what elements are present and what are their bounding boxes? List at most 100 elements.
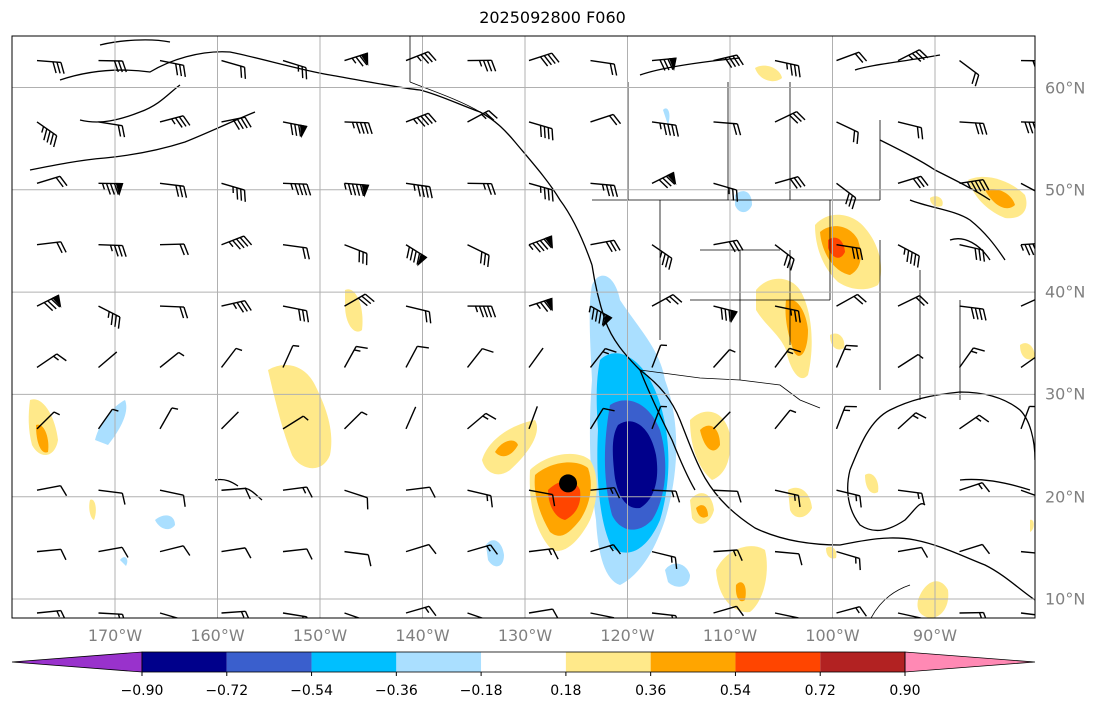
wind-barb bbox=[897, 412, 927, 430]
wind-barb bbox=[897, 175, 929, 189]
wind-barb bbox=[897, 244, 920, 268]
wind-barb bbox=[282, 121, 308, 139]
wind-barb bbox=[1081, 613, 1105, 628]
lon-tick-label: 170°W bbox=[87, 626, 143, 645]
colorbar-bin bbox=[226, 652, 312, 672]
map-title: 2025092800 F060 bbox=[479, 8, 626, 27]
wind-barb bbox=[405, 605, 437, 617]
wind-barb bbox=[774, 612, 801, 618]
wind-barb bbox=[651, 293, 683, 307]
wind-barb bbox=[1079, 122, 1105, 142]
wind-barb bbox=[774, 347, 801, 368]
wind-barb bbox=[344, 293, 375, 307]
wind-barbs bbox=[36, 49, 1105, 628]
wind-barb bbox=[467, 489, 493, 508]
wind-barb bbox=[1083, 407, 1105, 435]
wind-barb bbox=[959, 244, 986, 262]
wind-barb bbox=[590, 486, 621, 499]
wind-barb bbox=[36, 411, 60, 430]
wind-barb bbox=[774, 176, 806, 189]
wind-barb bbox=[98, 612, 127, 618]
wind-barb bbox=[159, 489, 186, 507]
storm-center-marker bbox=[559, 474, 578, 493]
wind-barb bbox=[774, 489, 801, 508]
wind-barb bbox=[651, 244, 673, 270]
wind-barb bbox=[1020, 612, 1035, 617]
wind-barb bbox=[282, 486, 313, 498]
wind-barb bbox=[651, 405, 667, 430]
colorbar-tick-label: −0.72 bbox=[205, 683, 249, 699]
wind-barb bbox=[528, 548, 559, 560]
wind-barb bbox=[1020, 121, 1035, 134]
lat-tick-label: 40°N bbox=[1045, 282, 1086, 302]
wind-barb bbox=[897, 546, 929, 558]
lon-tick-label: 110°W bbox=[702, 626, 758, 645]
wind-barb bbox=[835, 405, 857, 430]
colorbar-bin bbox=[565, 652, 651, 672]
wind-barb bbox=[528, 297, 553, 312]
wind-barb bbox=[528, 608, 560, 618]
wind-barb bbox=[343, 345, 368, 368]
wind-barb bbox=[590, 543, 622, 555]
wind-barb bbox=[98, 182, 124, 197]
wind-barb bbox=[713, 411, 731, 430]
wind-barb bbox=[344, 411, 368, 430]
wind-barb bbox=[836, 489, 862, 508]
wind-barb bbox=[344, 121, 373, 135]
wind-barb bbox=[159, 407, 179, 430]
wind-barb bbox=[98, 351, 118, 369]
wind-barb bbox=[221, 411, 239, 430]
lon-tick-label: 120°W bbox=[600, 626, 655, 645]
colorbar-tick-label: −0.36 bbox=[374, 683, 418, 699]
wind-barb bbox=[282, 344, 300, 368]
wind-barb bbox=[651, 550, 678, 569]
wind-barb bbox=[590, 612, 617, 618]
wind-barb bbox=[405, 182, 433, 199]
wind-barb bbox=[651, 489, 681, 503]
wind-barb bbox=[835, 344, 858, 368]
wind-barb bbox=[282, 415, 309, 430]
wind-barb bbox=[36, 609, 67, 618]
lon-tick-label: 160°W bbox=[190, 626, 245, 645]
wind-barb bbox=[590, 59, 618, 76]
lon-tick-label: 100°W bbox=[805, 626, 860, 645]
colorbar-bin bbox=[820, 652, 905, 672]
wind-barb bbox=[836, 182, 857, 210]
wind-barb bbox=[959, 543, 991, 555]
wind-barb bbox=[467, 182, 497, 195]
wind-barb bbox=[343, 182, 370, 198]
borders bbox=[409, 36, 961, 618]
lat-tick-label: 60°N bbox=[1045, 78, 1086, 97]
lat-tick-label: 10°N bbox=[1045, 589, 1086, 609]
wind-barb bbox=[836, 550, 861, 571]
wind-barb bbox=[159, 115, 191, 128]
wind-barb bbox=[220, 347, 243, 368]
wind-barb bbox=[159, 545, 191, 556]
colorbar-tick-label: 0.18 bbox=[550, 683, 582, 699]
wind-barb bbox=[713, 54, 744, 68]
wind-barb bbox=[528, 52, 560, 67]
wind-barb bbox=[467, 244, 490, 268]
wind-barb bbox=[36, 241, 67, 254]
wind-barb bbox=[221, 610, 251, 618]
wind-barb bbox=[713, 549, 743, 561]
wind-barb bbox=[1083, 351, 1105, 372]
wind-barb bbox=[589, 407, 615, 430]
wind-barb bbox=[528, 235, 554, 253]
colorbar-bin bbox=[650, 652, 736, 672]
wind-barb bbox=[159, 351, 185, 369]
wind-barb bbox=[774, 550, 803, 566]
wind-barb bbox=[467, 109, 498, 123]
wind-barb bbox=[221, 487, 251, 500]
wind-barb bbox=[713, 305, 738, 324]
colorbar-bin bbox=[396, 652, 482, 672]
colorbar-bin bbox=[311, 652, 397, 672]
wind-barb bbox=[36, 353, 67, 369]
wind-barb bbox=[528, 121, 554, 141]
wind-barb bbox=[836, 606, 867, 617]
lon-tick-label: 150°W bbox=[292, 626, 348, 645]
wind-barb bbox=[528, 406, 538, 430]
colorbar-frame bbox=[141, 651, 906, 673]
wind-barb bbox=[405, 543, 437, 555]
colorbar-bin bbox=[142, 652, 227, 672]
